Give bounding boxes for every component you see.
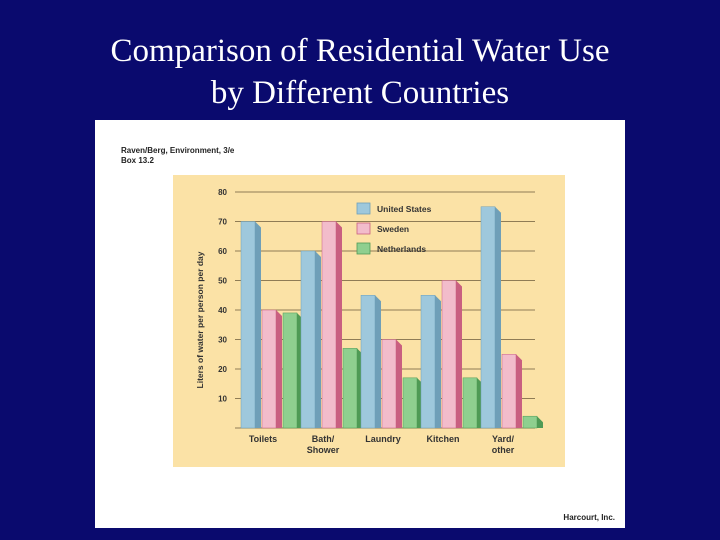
bar-sweden <box>321 221 337 429</box>
chart-figure: Raven/Berg, Environment, 3/e Box 13.2 10… <box>95 120 625 528</box>
x-category-label: Bath/ <box>312 434 335 444</box>
bar-side-united-states <box>255 221 261 428</box>
bar-side-united-states <box>375 295 381 428</box>
bar-sweden <box>441 280 457 429</box>
bar-united-states <box>360 295 376 429</box>
y-tick-label: 60 <box>218 247 227 256</box>
bar-sweden <box>261 309 277 429</box>
bar-netherlands <box>342 348 358 429</box>
bar-united-states <box>300 250 316 429</box>
legend-swatch-sweden <box>356 222 371 235</box>
x-category-label: Shower <box>307 445 340 455</box>
bar-side-united-states <box>435 295 441 428</box>
legend-swatch-united-states <box>356 202 371 215</box>
legend-swatch-netherlands <box>356 242 371 255</box>
bar-side-united-states <box>315 251 321 428</box>
source-line-1: Raven/Berg, Environment, 3/e <box>121 146 235 155</box>
y-tick-label: 30 <box>218 336 227 345</box>
x-category-label: Yard/ <box>492 434 515 444</box>
y-tick-label: 20 <box>218 365 227 374</box>
y-tick-label: 80 <box>218 188 227 197</box>
bar-side-sweden <box>396 339 402 428</box>
source-line-2: Box 13.2 <box>121 156 154 165</box>
bar-united-states <box>420 295 436 429</box>
publisher-credit: Harcourt, Inc. <box>563 513 615 522</box>
source-citation: Raven/Berg, Environment, 3/e Box 13.2 <box>121 146 234 166</box>
legend-label: Netherlands <box>377 244 426 254</box>
y-axis-label: Liters of water per person per day <box>195 251 205 388</box>
y-tick-label: 10 <box>218 395 227 404</box>
bar-side-sweden <box>456 280 462 428</box>
bar-sweden <box>501 354 517 429</box>
legend-label: Sweden <box>377 224 409 234</box>
water-use-chart: 10 20 30 40 50 60 70 80 Liters of water per pers… <box>173 175 565 467</box>
y-tick-label: 40 <box>218 306 227 315</box>
x-category-label: Laundry <box>365 434 401 444</box>
bar-side-sweden <box>336 221 342 428</box>
slide-title-line-1: Comparison of Residential Water Use <box>110 33 610 69</box>
bar-sweden <box>381 339 397 429</box>
slide-title-line-2: by Different Countries <box>210 75 510 111</box>
bar-netherlands <box>522 415 538 429</box>
bar-united-states <box>240 221 256 429</box>
bar-united-states <box>480 206 496 429</box>
y-tick-label: 50 <box>218 277 227 286</box>
legend-label: United States <box>377 204 432 214</box>
slide-title: Comparison of Residential Water Use by D… <box>0 30 720 114</box>
y-tick-label: 70 <box>218 218 227 227</box>
bar-side-sweden <box>516 354 522 428</box>
bar-netherlands <box>402 377 418 429</box>
x-category-label: Toilets <box>249 434 277 444</box>
bar-netherlands <box>462 377 478 429</box>
bar-side-united-states <box>495 206 501 428</box>
bar-side-sweden <box>276 310 282 428</box>
x-category-label: other <box>492 445 515 455</box>
bar-side-netherlands <box>537 416 543 428</box>
bar-netherlands <box>282 312 298 429</box>
x-category-label: Kitchen <box>426 434 459 444</box>
